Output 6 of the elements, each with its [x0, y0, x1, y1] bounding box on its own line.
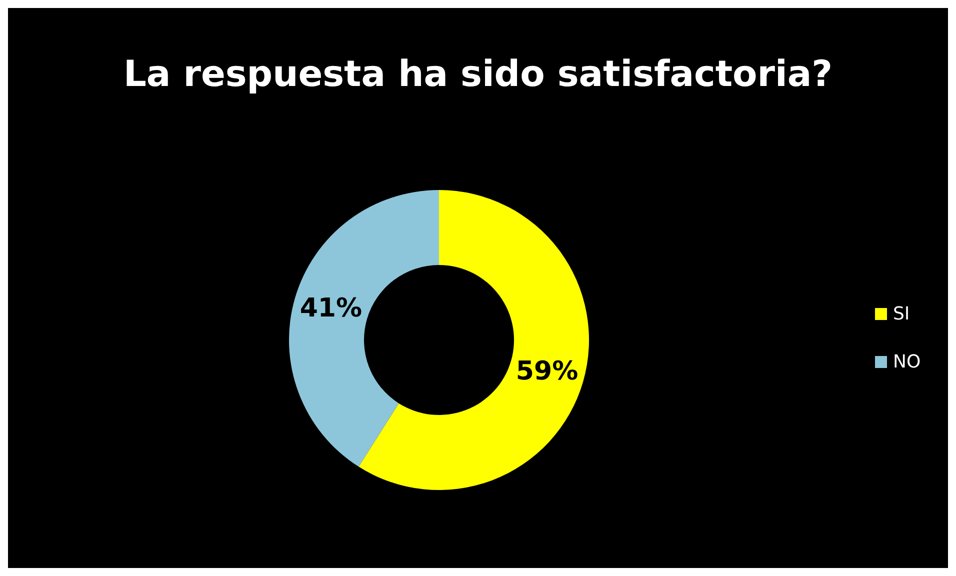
- data-label: 41%: [300, 294, 362, 324]
- legend-label: NO: [893, 352, 921, 372]
- chart-title: La respuesta ha sido satisfactoria?: [123, 54, 833, 95]
- data-label: 59%: [516, 356, 578, 386]
- legend-label: SI: [893, 304, 910, 324]
- donut-slice: [289, 190, 439, 467]
